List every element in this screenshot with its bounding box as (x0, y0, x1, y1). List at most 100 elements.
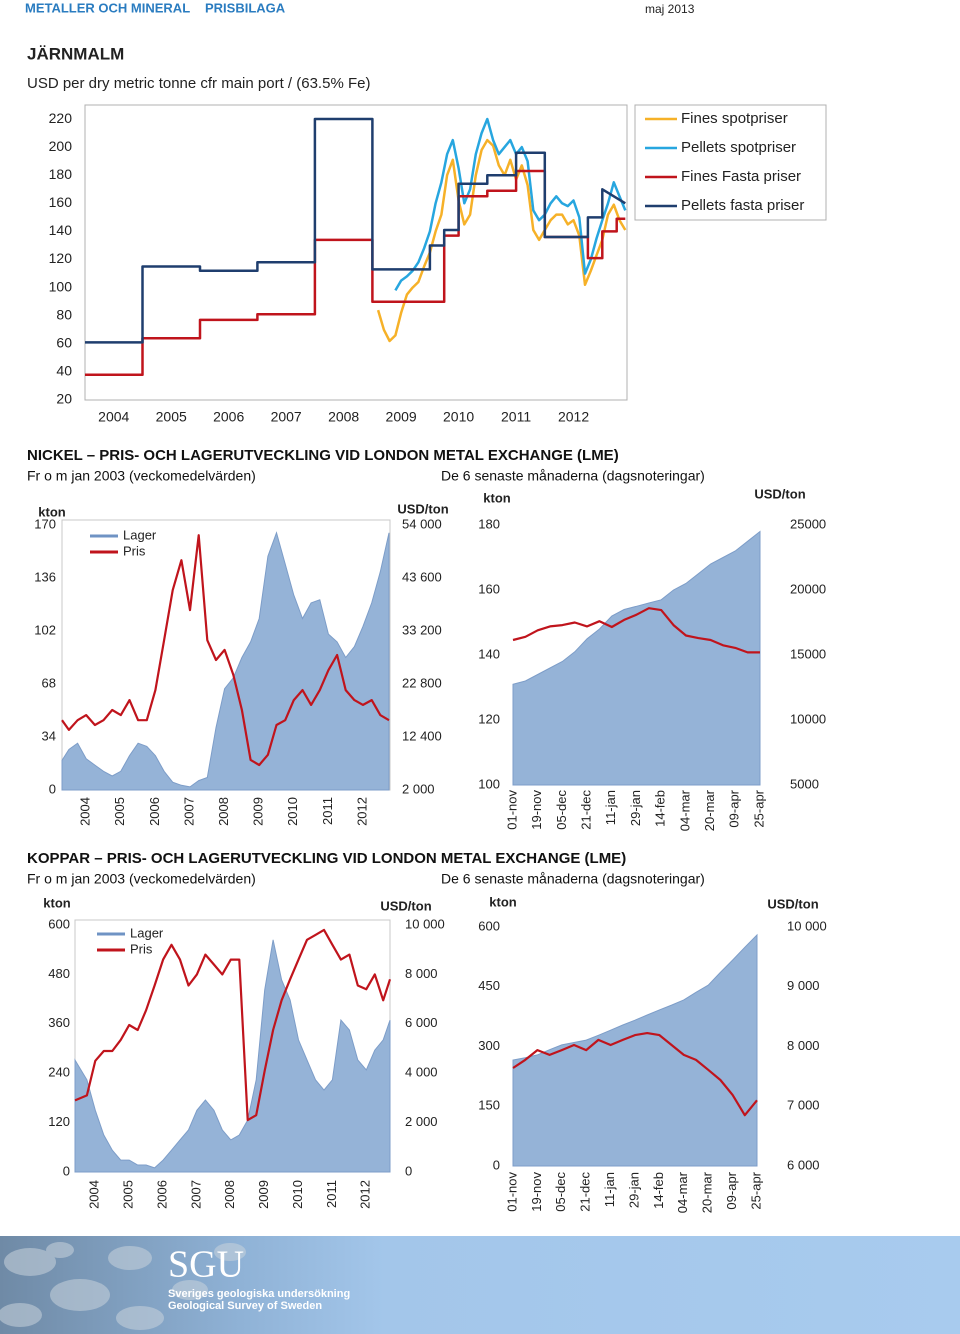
y2-tick-label: 12 400 (402, 728, 442, 743)
chart-title: JÄRNMALM (27, 44, 124, 63)
section-subtitle: Fr o m jan 2003 (veckomedelvärden) (27, 468, 256, 484)
x-tick-label: 2009 (386, 409, 417, 425)
x-tick-label: 01-nov (504, 790, 519, 830)
stock-area (61, 531, 390, 791)
y-tick-label: 40 (56, 363, 72, 379)
y-tick-label: 120 (48, 1114, 70, 1129)
y2-tick-label: 5000 (790, 776, 819, 791)
y-tick-label: 450 (478, 978, 500, 993)
x-tick-label: 2005 (112, 797, 127, 826)
y-tick-label: 102 (34, 622, 56, 637)
y2-tick-label: 4 000 (405, 1065, 438, 1080)
legend-label: Pellets fasta priser (681, 197, 804, 214)
footer: SGU Sveriges geologiska undersökning Geo… (0, 1236, 960, 1334)
y-tick-label: 0 (49, 781, 56, 796)
y-tick-label: 100 (49, 278, 73, 294)
y-tick-label: 180 (49, 166, 73, 182)
x-tick-label: 14-feb (653, 790, 668, 827)
x-tick-label: 2011 (324, 1180, 339, 1208)
y-tick-label: 0 (63, 1163, 70, 1178)
y2-tick-label: 8 000 (405, 966, 438, 981)
y2-tick-label: 22 800 (402, 675, 442, 690)
y2-axis-label: USD/ton (767, 896, 818, 911)
x-tick-label: 2008 (328, 409, 359, 425)
y-tick-label: 140 (49, 222, 73, 238)
x-tick-label: 2009 (251, 797, 266, 826)
y-tick-label: 180 (478, 516, 500, 531)
y-tick-label: 600 (48, 916, 70, 931)
x-tick-label: 2005 (121, 1180, 136, 1209)
y-tick-label: 140 (478, 646, 500, 661)
x-tick-label: 11-jan (603, 790, 618, 825)
x-tick-label: 2005 (156, 409, 187, 425)
x-tick-label: 25-apr (751, 789, 766, 827)
x-tick-label: 2008 (222, 1180, 237, 1209)
legend-label: Lager (130, 925, 164, 940)
x-tick-label: 05-dec (554, 790, 569, 830)
chart-subtitle: USD per dry metric tonne cfr main port /… (27, 75, 370, 92)
y2-tick-label: 10 000 (405, 916, 445, 931)
y2-tick-label: 10 000 (787, 918, 827, 933)
legend-label: Pris (130, 941, 153, 956)
y-tick-label: 0 (493, 1157, 500, 1172)
y2-axis-label: USD/ton (380, 898, 431, 913)
legend-label: Fines Fasta priser (681, 168, 801, 185)
price-line (61, 534, 390, 767)
x-tick-label: 2006 (155, 1180, 170, 1209)
y-axis-label: kton (38, 504, 66, 519)
stock-area (512, 530, 761, 786)
x-tick-label: 2007 (271, 409, 302, 425)
legend-label: Pellets spotpriser (681, 139, 796, 156)
x-tick-label: 2009 (256, 1180, 271, 1209)
x-tick-label: 04-mar (677, 789, 692, 831)
y2-axis-label: USD/ton (754, 486, 805, 501)
y-tick-label: 160 (49, 194, 73, 210)
x-tick-label: 2010 (290, 1180, 305, 1209)
x-tick-label: 2007 (181, 797, 196, 826)
y-tick-label: 300 (478, 1038, 500, 1053)
y-axis-label: kton (489, 894, 517, 909)
y2-tick-label: 2 000 (402, 781, 435, 796)
x-tick-label: 2010 (285, 797, 300, 826)
y-tick-label: 60 (56, 335, 72, 351)
y-tick-label: 150 (478, 1098, 500, 1113)
x-tick-label: 01-nov (504, 1172, 519, 1212)
y-tick-label: 600 (478, 918, 500, 933)
y-tick-label: 100 (478, 776, 500, 791)
x-tick-label: 2006 (147, 797, 162, 826)
x-tick-label: 2006 (213, 409, 244, 425)
stock-area (74, 939, 391, 1173)
header-section: METALLER OCH MINERAL (25, 0, 190, 15)
header-date: maj 2013 (645, 2, 695, 16)
section-subtitle: De 6 senaste månaderna (dagsnoteringar) (441, 871, 705, 887)
footer-line: Sveriges geologiska undersökning (168, 1288, 350, 1300)
x-tick-label: 2012 (358, 1180, 373, 1209)
y2-tick-label: 43 600 (402, 569, 442, 584)
x-tick-label: 14-feb (651, 1172, 666, 1209)
x-tick-label: 19-nov (529, 790, 544, 830)
x-tick-label: 2004 (87, 1180, 102, 1209)
y-tick-label: 80 (56, 306, 72, 322)
x-tick-label: 2012 (558, 409, 589, 425)
y-tick-label: 136 (34, 569, 56, 584)
y-tick-label: 240 (48, 1065, 70, 1080)
x-tick-label: 20-mar (700, 1171, 715, 1213)
plot-frame (84, 104, 628, 401)
y-tick-label: 68 (42, 675, 56, 690)
y-tick-label: 360 (48, 1015, 70, 1030)
y-axis-label: kton (483, 490, 511, 505)
y-tick-label: 34 (42, 728, 56, 743)
stock-area (512, 933, 758, 1167)
y-tick-label: 170 (34, 516, 56, 531)
legend-box (634, 104, 827, 221)
section-title: NICKEL – PRIS- OCH LAGERUTVECKLING VID L… (27, 447, 619, 464)
x-tick-label: 29-jan (628, 790, 643, 826)
y2-tick-label: 25000 (790, 516, 826, 531)
y-tick-label: 120 (49, 250, 73, 266)
header-subsection: PRISBILAGA (205, 0, 286, 15)
section-title: KOPPAR – PRIS- OCH LAGERUTVECKLING VID L… (27, 850, 626, 867)
y2-tick-label: 33 200 (402, 622, 442, 637)
x-tick-label: 29-jan (626, 1172, 641, 1208)
